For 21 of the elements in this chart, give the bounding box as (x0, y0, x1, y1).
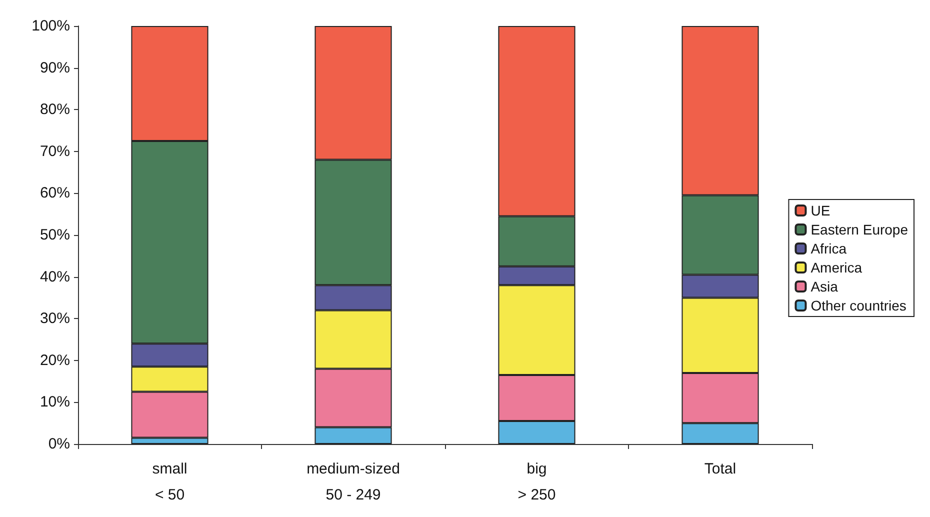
y-tick-label: 90% (40, 59, 70, 76)
y-tick-label: 60% (40, 184, 70, 202)
legend-label: America (810, 260, 862, 276)
y-tick-label: 0% (48, 436, 70, 452)
y-tick-label: 70% (40, 142, 70, 160)
y-tick-label: 100% (32, 18, 70, 34)
y-tick-label: 10% (40, 394, 70, 411)
y-tick-label: 30% (40, 310, 70, 328)
x-tick-label: Total (704, 460, 736, 478)
y-tick-label: 50% (40, 226, 70, 244)
legend-label: Africa (810, 240, 847, 256)
x-tick-label: big > 250 (518, 460, 556, 504)
legend-label: UE (810, 202, 830, 218)
y-tick-label: 40% (40, 268, 70, 286)
y-tick-label: 20% (40, 352, 70, 369)
x-tick-label: small < 50 (152, 460, 188, 504)
x-tick-label: medium-sized 50 - 249 (306, 460, 400, 504)
y-tick-label: 80% (40, 101, 70, 118)
legend-label: Eastern Europe (810, 222, 908, 238)
legend-label: Other countries (810, 298, 906, 314)
legend-label: Asia (810, 278, 838, 294)
